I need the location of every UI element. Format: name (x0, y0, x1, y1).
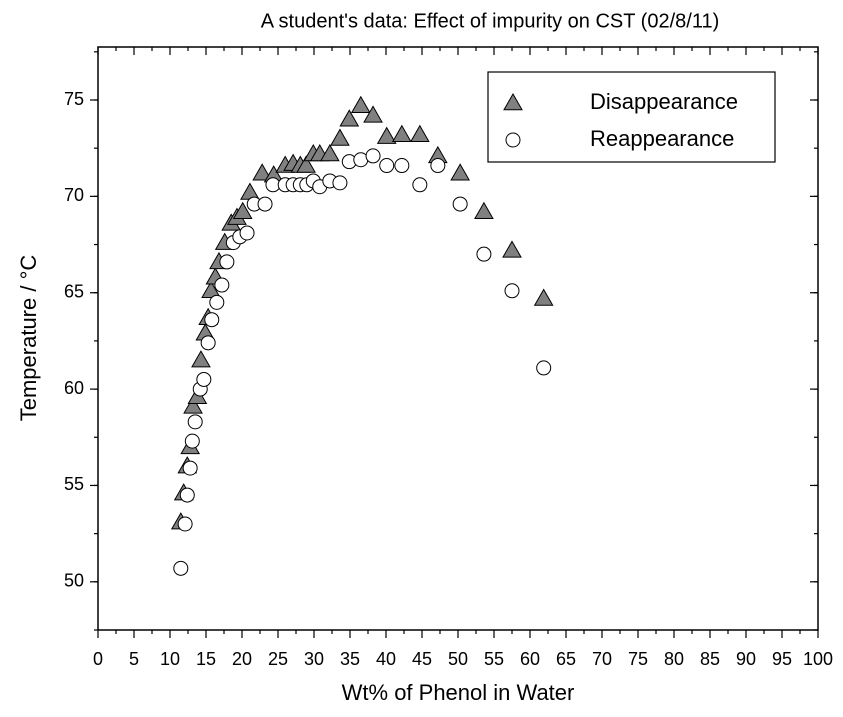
legend-marker (503, 92, 523, 111)
data-point (214, 277, 230, 293)
y-tick-label: 70 (64, 185, 84, 205)
data-point (339, 109, 360, 127)
data-point (319, 143, 340, 162)
data-point (179, 487, 195, 503)
data-point (183, 396, 203, 414)
data-point (187, 414, 203, 430)
x-tick-label: 45 (412, 649, 432, 669)
data-point (296, 155, 316, 173)
data-point (363, 105, 383, 123)
data-point (330, 128, 350, 146)
data-point (350, 95, 371, 114)
y-tick-label: 65 (64, 281, 84, 301)
x-tick-label: 80 (664, 649, 684, 669)
x-tick-label: 90 (736, 649, 756, 669)
data-point (182, 460, 198, 476)
y-tick-label: 60 (64, 378, 84, 398)
x-tick-label: 60 (520, 649, 540, 669)
legend-label: Reappearance (590, 126, 734, 151)
data-point (365, 148, 381, 164)
x-tick-label: 55 (484, 649, 504, 669)
data-point (474, 201, 494, 220)
data-point (391, 124, 412, 142)
legend-label: Disappearance (590, 89, 738, 114)
x-tick-label: 20 (232, 649, 252, 669)
data-point (209, 294, 225, 310)
x-tick-label: 50 (448, 649, 468, 669)
data-point (173, 560, 189, 576)
data-point (502, 240, 522, 258)
x-tick-label: 5 (129, 649, 139, 669)
data-point (177, 516, 193, 532)
data-point (476, 246, 492, 262)
data-point (450, 163, 471, 181)
chart-title: A student's data: Effect of impurity on … (261, 10, 720, 32)
data-point (452, 196, 468, 212)
data-point (533, 288, 554, 306)
data-point (376, 126, 397, 144)
x-tick-label: 10 (160, 649, 180, 669)
data-point (394, 158, 410, 174)
x-tick-label: 65 (556, 649, 576, 669)
data-point (430, 158, 446, 174)
x-tick-label: 95 (772, 649, 792, 669)
data-point (191, 350, 211, 368)
x-tick-label: 85 (700, 649, 720, 669)
x-tick-label: 40 (376, 649, 396, 669)
y-tick-label: 75 (64, 89, 84, 109)
data-point (412, 177, 428, 193)
x-tick-label: 15 (196, 649, 216, 669)
x-tick-label: 25 (268, 649, 288, 669)
x-tick-label: 0 (93, 649, 103, 669)
x-tick-label: 30 (304, 649, 324, 669)
data-point (204, 312, 220, 328)
y-axis-label: Temperature / °C (16, 255, 41, 422)
x-tick-label: 70 (592, 649, 612, 669)
data-point (184, 433, 200, 449)
data-point (201, 280, 221, 299)
y-tick-label: 55 (64, 474, 84, 494)
x-tick-label: 35 (340, 649, 360, 669)
data-point (232, 201, 253, 220)
x-axis-label: Wt% of Phenol in Water (342, 680, 575, 705)
legend-marker (505, 132, 521, 148)
data-point (536, 360, 552, 376)
legend-box (487, 71, 776, 163)
data-point (409, 124, 430, 142)
data-point (504, 283, 520, 299)
data-point (200, 335, 216, 351)
data-point (379, 158, 395, 174)
data-point (252, 163, 273, 181)
data-point (196, 371, 212, 387)
data-point (257, 196, 273, 212)
data-point (332, 175, 348, 191)
data-point (219, 254, 235, 270)
y-tick-label: 50 (64, 571, 84, 591)
x-tick-label: 75 (628, 649, 648, 669)
x-tick-label: 100 (803, 649, 833, 669)
data-point (239, 225, 255, 241)
